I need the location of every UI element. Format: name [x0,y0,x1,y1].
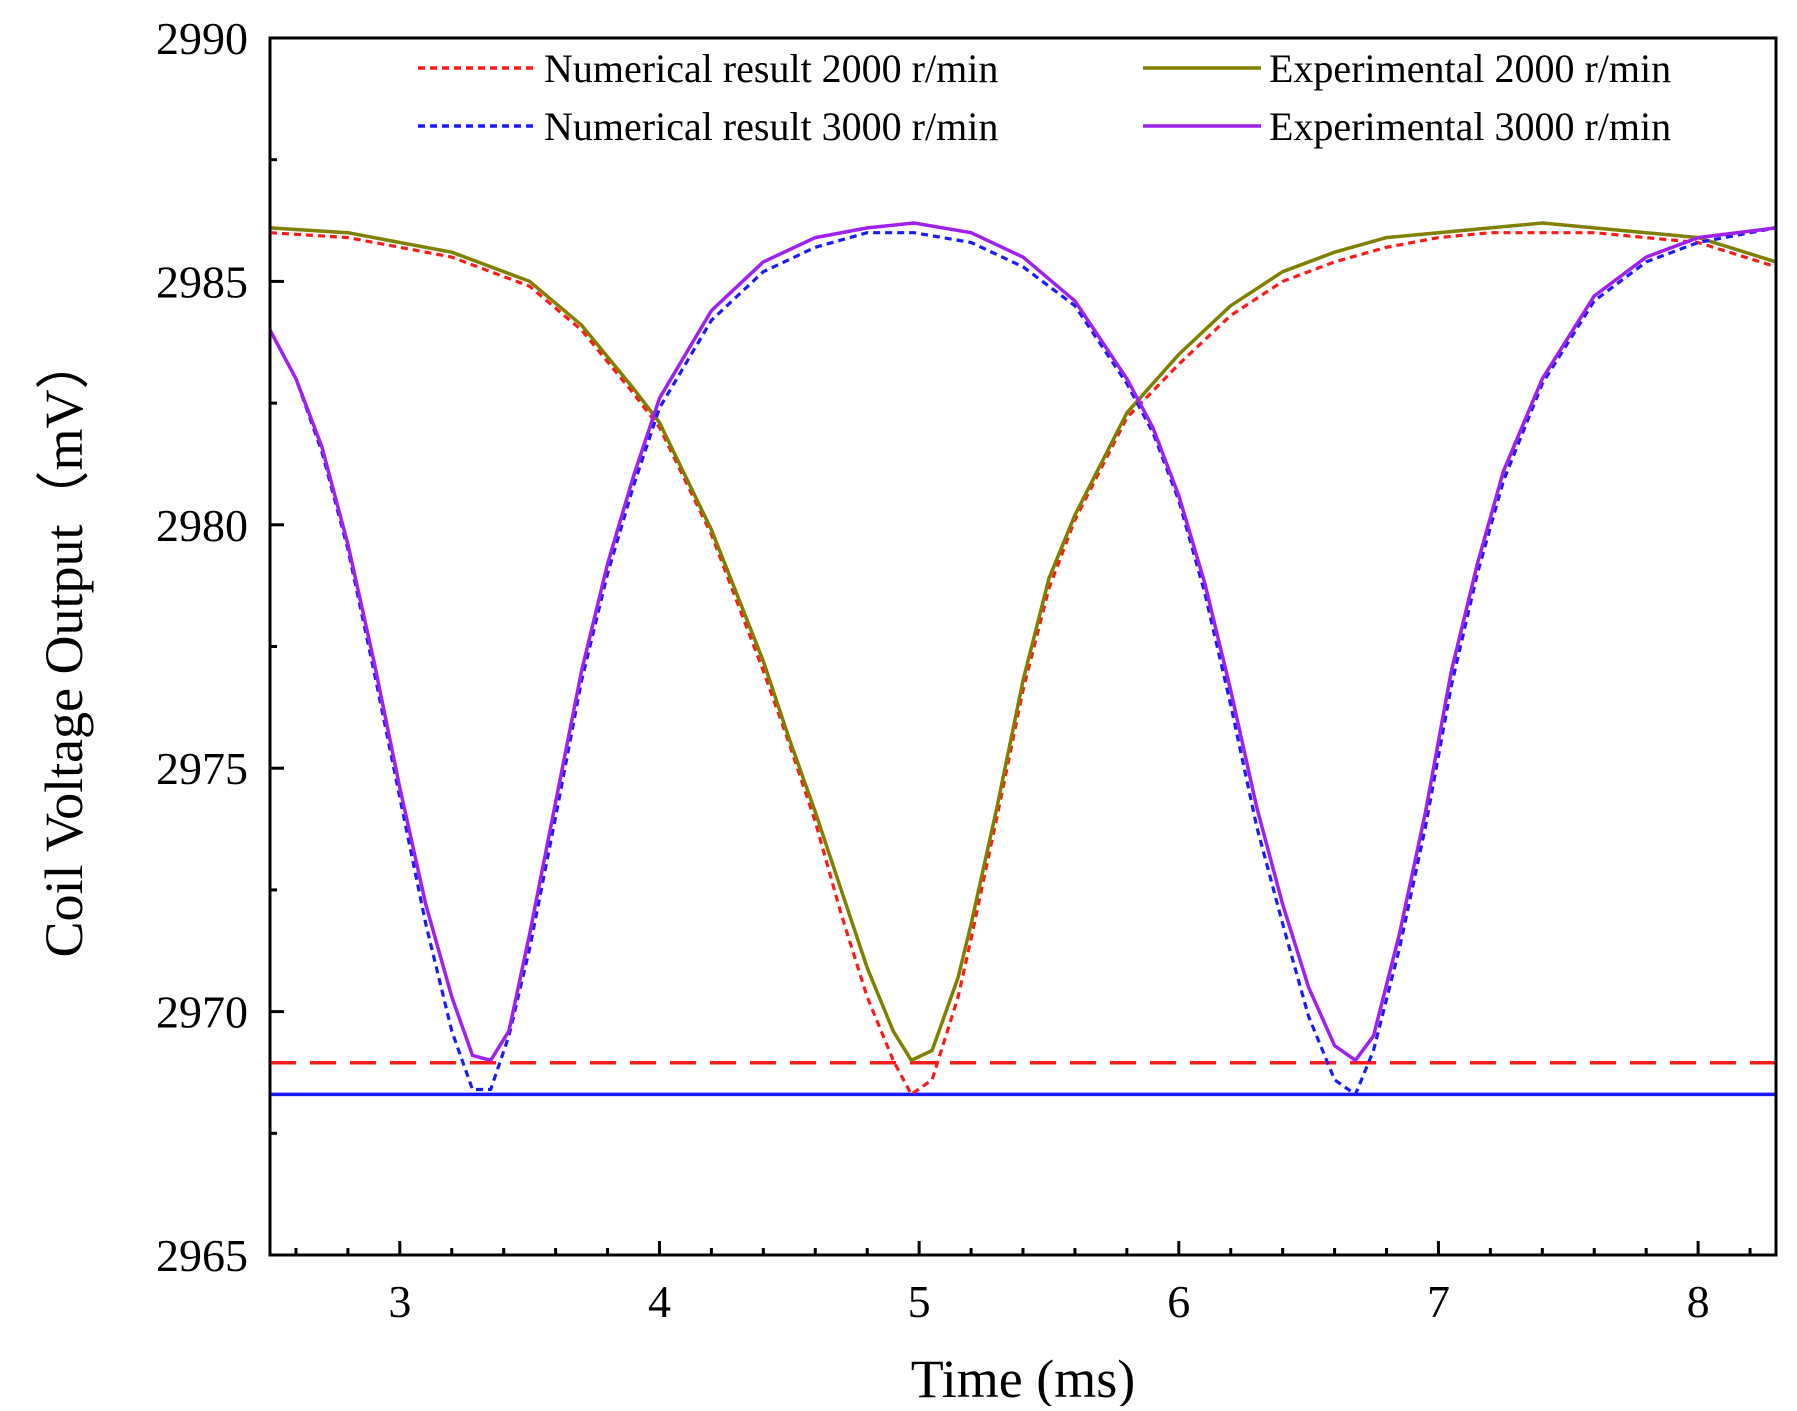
plot-frame [268,36,1778,1257]
x-tick-label: 3 [388,1276,411,1327]
x-tick-label: 7 [1427,1276,1450,1327]
legend-item: Numerical result 2000 r/min [418,46,998,91]
y-tick-label: 2965 [156,1230,248,1281]
y-tick-label: 2975 [156,743,248,794]
series-line [268,226,1777,1097]
x-axis-title: Time (ms) [911,1349,1136,1406]
reference-lines [270,1060,1776,1097]
x-tick-label: 8 [1687,1276,1710,1327]
series-line [269,231,1777,1097]
x-tick-label: 4 [648,1276,671,1327]
y-axis-title: Coil Voltage Output（mV） [34,335,94,957]
series-line [269,221,1777,1063]
legend-label: Experimental 3000 r/min [1269,104,1671,149]
legend: Numerical result 2000 r/min Experimental … [418,46,1671,149]
legend-label: Numerical result 2000 r/min [544,46,998,91]
x-axis-ticks: 3 4 5 6 7 8 [294,1241,1752,1327]
legend-item: Experimental 2000 r/min [1143,46,1671,91]
y-tick-label: 2990 [156,13,248,64]
legend-label: Numerical result 3000 r/min [544,104,998,149]
legend-item: Experimental 3000 r/min [1143,104,1671,149]
x-tick-label: 5 [908,1276,931,1327]
y-tick-label: 2985 [156,256,248,307]
series-line [268,221,1777,1063]
y-axis-ticks: 2965 2970 2975 2980 2985 2990 [156,13,284,1281]
legend-label: Experimental 2000 r/min [1269,46,1671,91]
y-tick-label: 2970 [156,987,248,1038]
legend-item: Numerical result 3000 r/min [418,104,998,149]
series-layer [268,221,1777,1097]
y-tick-label: 2980 [156,500,248,551]
x-tick-label: 6 [1167,1276,1190,1327]
